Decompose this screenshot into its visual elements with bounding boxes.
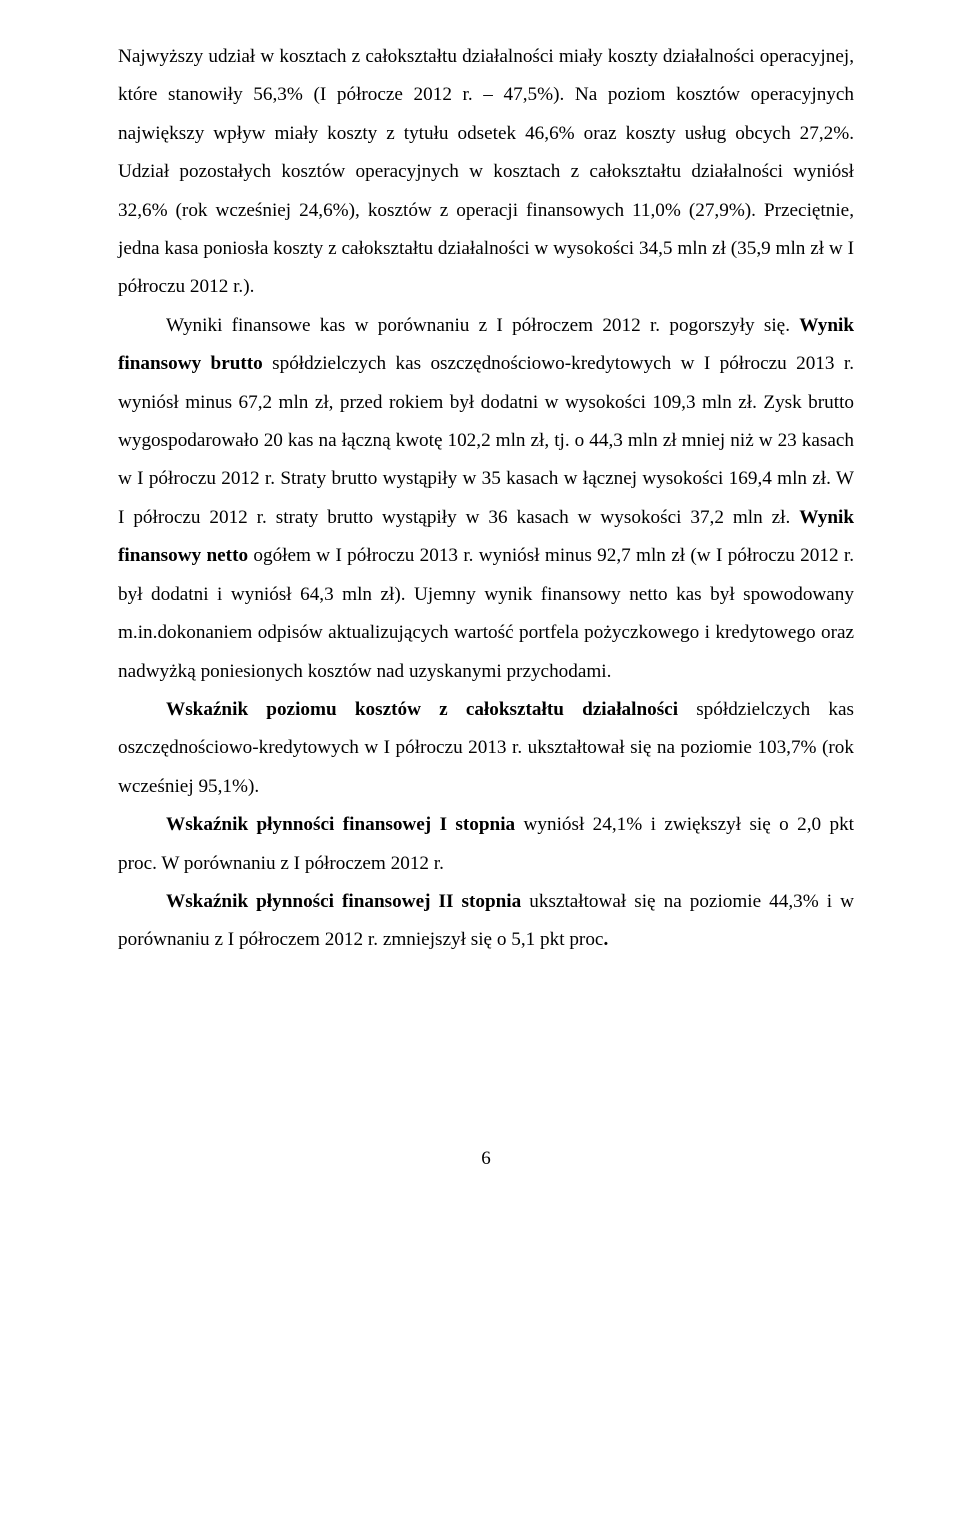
document-page: Najwyższy udział w kosztach z całokształ… — [0, 0, 960, 1526]
page-number: 6 — [118, 1140, 854, 1178]
body-text: spółdzielczych kas oszczędnościowo-kredy… — [118, 353, 854, 528]
paragraph-2: Wyniki finansowe kas w porównaniu z I pó… — [118, 307, 854, 691]
paragraph-5: Wskaźnik płynności finansowej II stopnia… — [118, 883, 854, 960]
body-text: Najwyższy udział w kosztach z całokształ… — [118, 46, 854, 297]
bold-term: Wskaźnik poziomu kosztów z całokształtu … — [166, 699, 678, 720]
paragraph-1: Najwyższy udział w kosztach z całokształ… — [118, 38, 854, 307]
bold-term: Wskaźnik płynności finansowej I stopnia — [166, 814, 515, 835]
bold-period: . — [603, 929, 608, 950]
bold-term: Wskaźnik płynności finansowej II stopnia — [166, 891, 521, 912]
body-text: Wyniki finansowe kas w porównaniu z I pó… — [166, 315, 799, 336]
paragraph-4: Wskaźnik płynności finansowej I stopnia … — [118, 806, 854, 883]
paragraph-3: Wskaźnik poziomu kosztów z całokształtu … — [118, 691, 854, 806]
